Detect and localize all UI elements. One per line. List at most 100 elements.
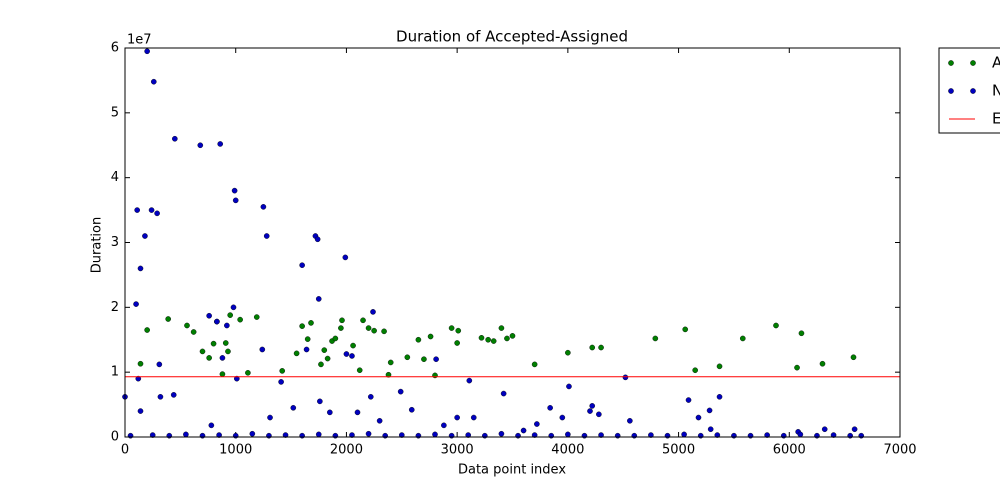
- point: [398, 432, 405, 438]
- point: [415, 336, 422, 343]
- legend-label: E: [992, 110, 1000, 128]
- point: [222, 340, 229, 346]
- point: [370, 309, 376, 315]
- point: [589, 403, 596, 409]
- point: [387, 359, 394, 366]
- x-tick-label: 5000: [662, 443, 695, 458]
- point: [587, 408, 593, 414]
- point: [360, 317, 366, 324]
- point: [515, 432, 521, 439]
- point: [304, 336, 311, 342]
- point: [183, 431, 189, 438]
- y-axis-label: Duration: [90, 217, 105, 273]
- point: [249, 430, 256, 437]
- x-axis-label: Data point index: [458, 463, 566, 478]
- point: [850, 354, 857, 361]
- point: [716, 363, 723, 370]
- point: [581, 432, 588, 439]
- point: [465, 432, 472, 438]
- point: [466, 377, 473, 384]
- point: [821, 426, 828, 433]
- point: [190, 329, 197, 335]
- point: [278, 379, 284, 385]
- point: [627, 417, 633, 424]
- point: [421, 356, 427, 363]
- point: [747, 432, 754, 439]
- y-tick-label: 3: [111, 235, 119, 250]
- legend-box: [938, 47, 1000, 134]
- point: [350, 342, 356, 349]
- point: [237, 316, 243, 323]
- point: [354, 409, 361, 416]
- point: [303, 346, 310, 353]
- point: [315, 296, 322, 302]
- legend-swatch: [948, 60, 954, 66]
- point: [847, 432, 853, 439]
- point: [314, 236, 321, 243]
- point: [397, 388, 404, 395]
- point: [172, 135, 178, 142]
- point: [154, 210, 160, 217]
- point: [664, 432, 671, 439]
- point: [706, 407, 713, 414]
- point: [127, 432, 134, 439]
- point: [324, 355, 331, 362]
- point: [317, 398, 323, 405]
- point: [214, 318, 220, 325]
- point: [219, 371, 226, 377]
- point: [565, 349, 571, 356]
- point: [596, 411, 602, 418]
- point: [441, 422, 447, 429]
- point: [133, 301, 139, 307]
- x-tick-label: 0: [121, 443, 129, 458]
- point: [293, 350, 300, 357]
- point: [707, 426, 714, 433]
- point: [165, 316, 171, 322]
- point: [315, 431, 322, 438]
- point: [548, 432, 555, 439]
- x-tick-label: 3000: [441, 443, 474, 458]
- point: [385, 371, 392, 378]
- legend-label: N: [992, 82, 1000, 100]
- point: [299, 323, 305, 329]
- point: [150, 78, 157, 85]
- point: [798, 330, 805, 337]
- point: [427, 333, 434, 340]
- point: [509, 333, 516, 339]
- point: [308, 320, 314, 326]
- y-tick-label: 2: [111, 300, 119, 315]
- point: [349, 432, 355, 438]
- point: [365, 430, 372, 437]
- point: [225, 348, 231, 355]
- point: [156, 361, 163, 368]
- point: [216, 432, 222, 438]
- y-tick-label: 4: [111, 170, 119, 185]
- point: [332, 335, 339, 342]
- point: [454, 340, 460, 346]
- y-tick-label: 5: [111, 105, 119, 120]
- legend-swatch: [948, 88, 954, 94]
- point: [566, 383, 572, 390]
- point: [797, 431, 804, 438]
- point: [332, 432, 339, 439]
- point: [343, 351, 350, 357]
- legend-swatch: [970, 60, 976, 66]
- point: [166, 432, 173, 439]
- point: [534, 421, 540, 427]
- point: [382, 432, 388, 439]
- point: [739, 335, 746, 342]
- point: [731, 432, 737, 439]
- point: [716, 394, 723, 400]
- point: [692, 367, 698, 374]
- y-offset-text: 1e7: [127, 33, 152, 48]
- x-tick-label: 1000: [219, 443, 252, 458]
- x-tick-label: 2000: [330, 443, 363, 458]
- point: [498, 325, 505, 331]
- point: [231, 187, 238, 194]
- point: [356, 367, 363, 374]
- point: [279, 368, 286, 374]
- point: [482, 432, 488, 439]
- point: [137, 360, 144, 367]
- point: [681, 431, 687, 438]
